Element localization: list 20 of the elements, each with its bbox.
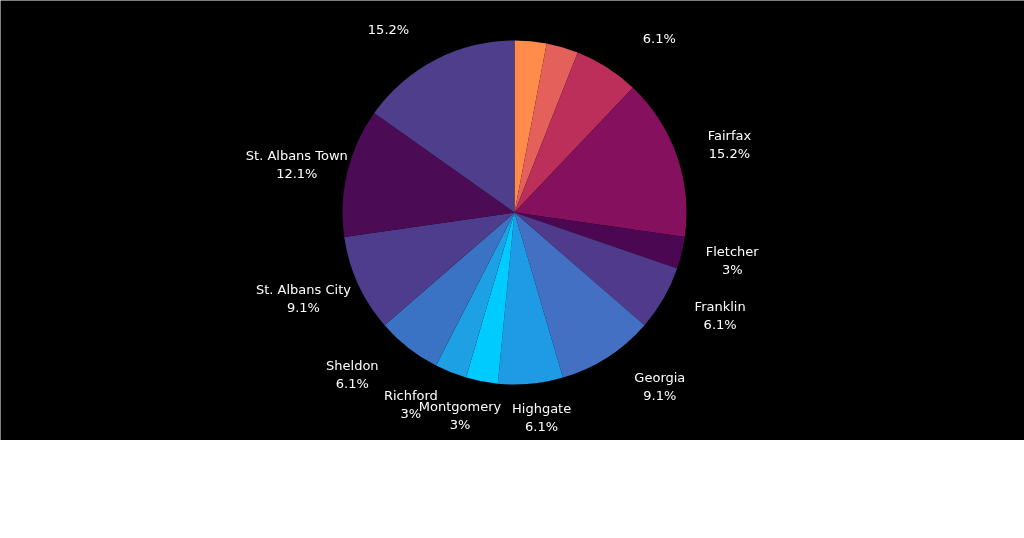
slice-label: Fairfax <box>707 128 752 144</box>
slice-label: St. Albans City <box>255 281 352 297</box>
slice-label: Georgia <box>634 369 686 385</box>
data-label: 9.1% <box>286 299 320 315</box>
slice-label: Highgate <box>512 401 572 417</box>
data-label: 6.1% <box>525 419 559 435</box>
data-label: 9.1% <box>643 387 677 403</box>
slice-label: Richford <box>383 387 438 403</box>
data-label: 3% <box>721 262 743 278</box>
slice-label: St. Albans Town <box>245 147 348 163</box>
data-label: 6.1% <box>642 31 676 47</box>
data-label: 12.1% <box>276 165 318 181</box>
slice-label: Fletcher <box>705 244 760 260</box>
data-label: 15.2% <box>367 21 410 37</box>
slice-label: Franklin <box>694 299 746 315</box>
data-label: 6.1% <box>703 317 737 333</box>
data-label: 6.1% <box>335 376 369 392</box>
data-label: 3% <box>449 416 471 432</box>
data-label: 15.2% <box>708 146 751 162</box>
slice-label: Sheldon <box>326 358 379 374</box>
